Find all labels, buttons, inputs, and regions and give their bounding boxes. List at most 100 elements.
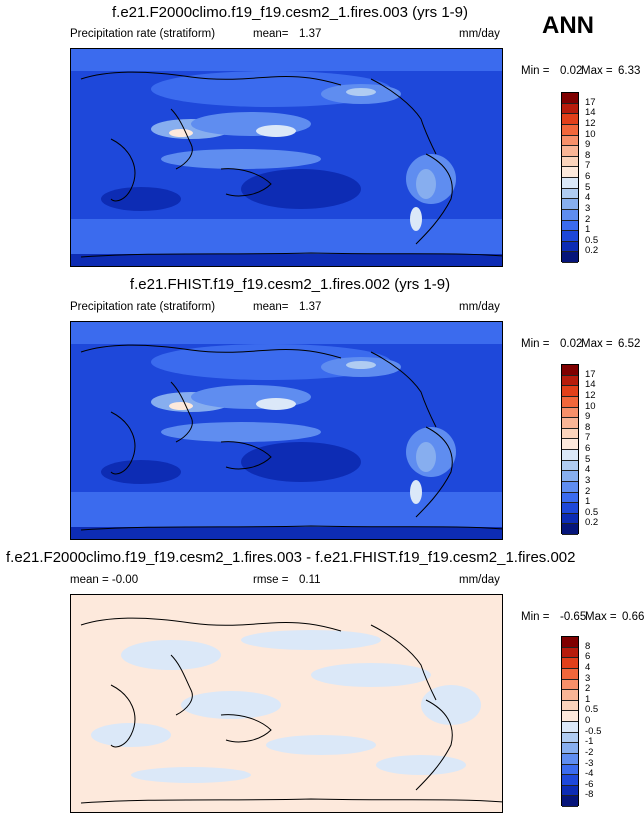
continent-outlines [80, 71, 502, 258]
colorbar-tick-label: 3 [585, 672, 591, 684]
colorbar-swatch [562, 231, 578, 242]
colorbar-tick-label: 7 [585, 160, 591, 172]
colorbar-tick-label: 8 [585, 421, 591, 433]
colorbar-swatch [562, 460, 578, 472]
colorbar-swatch [562, 407, 578, 419]
colorbar-tick-label: 2 [585, 683, 591, 695]
colorbar-tick-label: 6 [585, 651, 591, 663]
colorbar-tick-label: 9 [585, 139, 591, 151]
colorbar-tick-label: -6 [585, 778, 594, 790]
colorbar-tick-label: 4 [585, 192, 591, 204]
colorbar-swatch [562, 524, 578, 535]
colorbar-swatch [562, 209, 578, 221]
colorbar-tick-label: 6 [585, 443, 591, 454]
panel-1-max-label: Max = [581, 65, 613, 77]
colorbar-tick-label: 3 [585, 202, 591, 214]
colorbar-tick-label: -4 [585, 768, 594, 780]
panel-1-max-value: 6.33 [618, 65, 641, 77]
colorbar-swatch [562, 418, 578, 429]
panel-3-title: f.e21.F2000climo.f19_f19.cesm2_1.fires.0… [6, 549, 576, 566]
colorbar-swatch [562, 503, 578, 514]
panel-1-mean-value: 1.37 [299, 28, 322, 40]
colorbar-swatch [562, 785, 578, 797]
panel-3-max-label: Max = [585, 611, 617, 623]
panel-2-max-value: 6.52 [618, 338, 641, 350]
panel-1-title: f.e21.F2000climo.f19_f19.cesm2_1.fires.0… [111, 4, 468, 21]
colorbar-tick-label: 9 [585, 411, 591, 423]
continent-outlines [80, 344, 502, 531]
colorbar-swatch [562, 722, 578, 733]
precip-field [71, 322, 502, 539]
panel-2-mean-label: mean= [253, 301, 289, 313]
colorbar-swatch [562, 775, 578, 786]
colorbar-swatch [562, 743, 578, 754]
colorbar-tick-label: 17 [585, 96, 596, 108]
colorbar-swatch [562, 375, 578, 387]
panel-2-units: mm/day [459, 301, 500, 313]
colorbar-tick-label: 0.5 [585, 506, 599, 518]
colorbar-tick-label: 14 [585, 379, 596, 391]
panel-1-min-value: 0.02 [560, 65, 583, 77]
colorbar-swatch [562, 199, 578, 210]
panel-2-min-value: 0.02 [560, 338, 583, 350]
colorbar-tick-label: -3 [585, 757, 594, 769]
colorbar-swatch [562, 753, 578, 765]
difference-field [71, 595, 502, 812]
panel-1-min-label: Min = [521, 65, 550, 77]
colorbar-swatch [562, 764, 578, 776]
colorbar-tick-label: 1 [585, 693, 591, 705]
colorbar-swatch [562, 156, 578, 168]
colorbar-tick-label: 8 [585, 640, 591, 652]
colorbar-tick-label: 17 [585, 368, 596, 380]
colorbar-swatch [562, 679, 578, 691]
panel-2-min-label: Min = [521, 338, 550, 350]
colorbar-swatch [562, 188, 578, 200]
colorbar-tick-label: 0 [585, 715, 591, 726]
colorbar-tick-label: 10 [585, 128, 596, 140]
colorbar-swatch [562, 690, 578, 701]
colorbar-swatch [562, 167, 578, 178]
panel-2-mean-value: 1.37 [299, 301, 322, 313]
colorbar-tick-label: 4 [585, 464, 591, 476]
colorbar-tick-label: 7 [585, 432, 591, 444]
colorbar-tick-label: 3 [585, 474, 591, 486]
panel-1-mean-label: mean= [253, 28, 289, 40]
colorbar-swatch [562, 220, 578, 232]
colorbar-tick-label: 0.2 [585, 517, 599, 529]
panel-3-mean: mean = -0.00 [70, 574, 139, 586]
colorbar-swatch [562, 93, 578, 104]
panel-2-max-label: Max = [581, 338, 613, 350]
colorbar-swatch [562, 471, 578, 482]
colorbar-tick-label: 4 [585, 661, 591, 673]
colorbar-swatch [562, 135, 578, 147]
colorbar-tick-label: 10 [585, 400, 596, 412]
colorbar-tick-label: 5 [585, 453, 591, 465]
colorbar-tick-label: 1 [585, 224, 591, 236]
colorbar-tick-label: 14 [585, 107, 596, 119]
panel-3-rmse-value: 0.11 [299, 574, 321, 586]
colorbar-tick-label: -2 [585, 746, 594, 758]
colorbar-swatch [562, 647, 578, 659]
panel-1-units: mm/day [459, 28, 500, 40]
colorbar-swatch [562, 450, 578, 461]
colorbar-tick-label: 6 [585, 171, 591, 182]
colorbar-tick-label: 0.5 [585, 704, 599, 716]
panel-2-title: f.e21.FHIST.f19_f19.cesm2_1.fires.002 (y… [129, 276, 451, 293]
colorbar-swatch [562, 796, 578, 807]
continent-outlines [80, 617, 502, 804]
colorbar-swatch [562, 252, 578, 263]
colorbar-swatch [562, 668, 578, 680]
colorbar-swatch [562, 481, 578, 493]
colorbar-swatch [562, 386, 578, 397]
colorbar-swatch [562, 365, 578, 376]
colorbar-tick-label: 12 [585, 389, 596, 401]
panel-3-units: mm/day [459, 574, 500, 586]
panel-3-rmse-label: rmse = [253, 574, 289, 586]
precip-field [71, 49, 502, 266]
season-label: ANN [542, 12, 594, 39]
colorbar-tick-label: 8 [585, 149, 591, 161]
colorbar-swatch [562, 103, 578, 115]
panel-2-map [70, 321, 503, 540]
panel-3-max-value: 0.66 [622, 611, 644, 623]
panel-1-variable: Precipitation rate (stratiform) [70, 28, 216, 40]
